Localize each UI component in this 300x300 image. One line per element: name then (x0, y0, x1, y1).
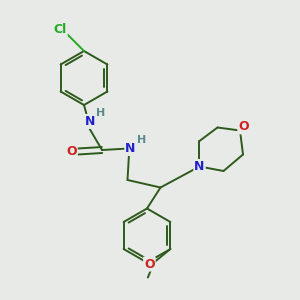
Text: H: H (97, 108, 106, 118)
Text: H: H (137, 135, 146, 145)
Text: N: N (125, 142, 136, 155)
Text: N: N (194, 160, 205, 173)
Text: N: N (85, 115, 95, 128)
Text: O: O (238, 120, 249, 134)
Text: O: O (144, 257, 155, 271)
Text: Cl: Cl (53, 22, 67, 36)
Text: O: O (66, 145, 77, 158)
